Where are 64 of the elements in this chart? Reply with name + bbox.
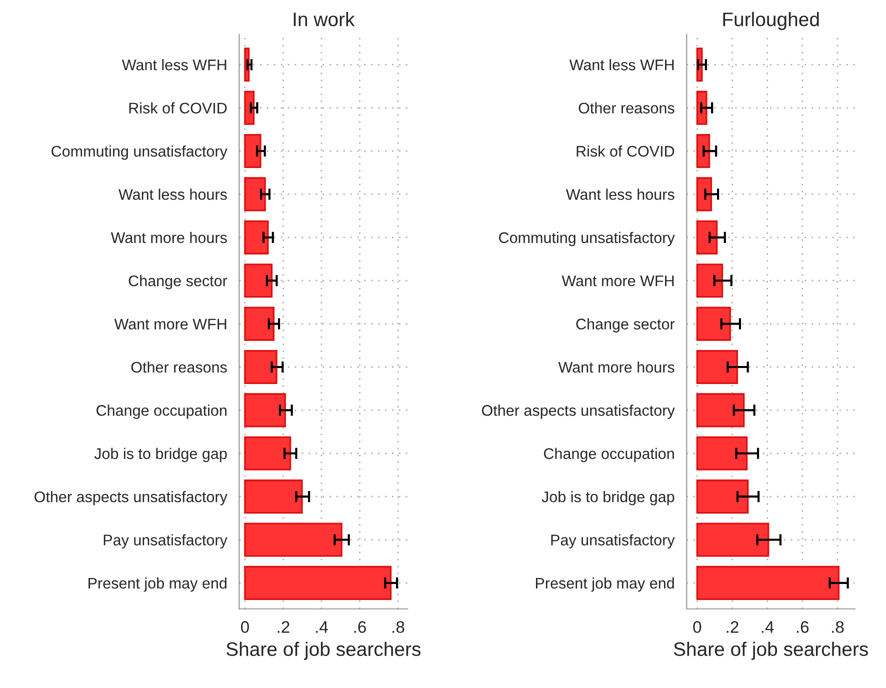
y-tick-label: Other reasons: [131, 361, 227, 373]
x-tick-label: 0: [240, 621, 249, 633]
y-tick-label: Want more WFH: [114, 318, 226, 330]
y-tick-label: Change sector: [576, 318, 675, 333]
bar: [244, 177, 266, 212]
bar: [244, 393, 286, 428]
bar: [696, 350, 738, 384]
y-tick-label: Pay unsatisfactory: [104, 534, 228, 548]
y-tick-label: Want more WFH: [562, 276, 674, 286]
x-tick-label: 0: [693, 621, 702, 633]
chart-title: In work: [294, 12, 355, 26]
y-tick-label: Other aspects unsatisfactory: [34, 491, 228, 506]
bar: [696, 264, 724, 298]
y-tick-label: Risk of COVID: [129, 102, 227, 114]
bar: [696, 306, 731, 341]
x-tick-label: .4: [316, 621, 328, 633]
bar: [244, 90, 255, 125]
x-tick-label: .6: [796, 621, 809, 633]
y-tick-label: Commuting unsatisfactory: [52, 145, 228, 160]
y-tick-label: Other reasons: [578, 102, 674, 114]
bar: [244, 350, 278, 384]
x-axis-title: Share of job searchers: [674, 642, 868, 660]
bar: [244, 306, 274, 341]
bar: [244, 522, 342, 557]
x-tick-label: .8: [832, 621, 844, 633]
bar: [696, 436, 748, 470]
bar: [696, 177, 712, 212]
bar: [244, 566, 392, 600]
x-tick-label: .2: [726, 621, 738, 633]
y-tick-label: Risk of COVID: [576, 145, 674, 157]
bar: [696, 220, 718, 254]
y-tick-label: Change occupation: [544, 448, 674, 462]
bar: [696, 90, 708, 125]
bar: [696, 566, 840, 600]
y-tick-label: Want less hours: [566, 188, 674, 200]
y-tick-label: Job is to bridge gap: [542, 491, 674, 506]
x-tick-label: .6: [354, 621, 366, 633]
y-tick-label: Change occupation: [96, 404, 226, 419]
bar: [244, 480, 303, 514]
y-tick-label: Pay unsatisfactory: [551, 534, 675, 548]
x-tick-label: .4: [762, 621, 774, 633]
bar: [244, 134, 262, 168]
y-tick-label: Want less hours: [118, 188, 227, 200]
bar: [244, 220, 269, 254]
y-tick-label: Job is to bridge gap: [94, 448, 227, 462]
y-tick-label: Commuting unsatisfactory: [499, 232, 675, 246]
bar: [696, 480, 749, 514]
bar: [696, 522, 770, 557]
y-tick-label: Want more hours: [558, 361, 674, 373]
chart-title: Furloughed: [723, 12, 819, 30]
y-tick-label: Change sector: [128, 275, 228, 290]
y-tick-label: Want less WFH: [569, 59, 674, 70]
bar: [244, 436, 292, 470]
y-tick-label: Present job may end: [88, 577, 226, 592]
bar: [696, 134, 710, 168]
x-axis-title: Share of job searchers: [226, 642, 421, 660]
y-tick-label: Present job may end: [536, 577, 674, 592]
bar: [696, 393, 745, 428]
x-tick-label: .2: [278, 621, 290, 633]
y-tick-label: Want less WFH: [122, 59, 226, 70]
bar: [244, 264, 273, 298]
y-tick-label: Want more hours: [110, 232, 227, 244]
y-tick-label: Other aspects unsatisfactory: [482, 404, 675, 419]
x-tick-label: .8: [392, 621, 404, 633]
